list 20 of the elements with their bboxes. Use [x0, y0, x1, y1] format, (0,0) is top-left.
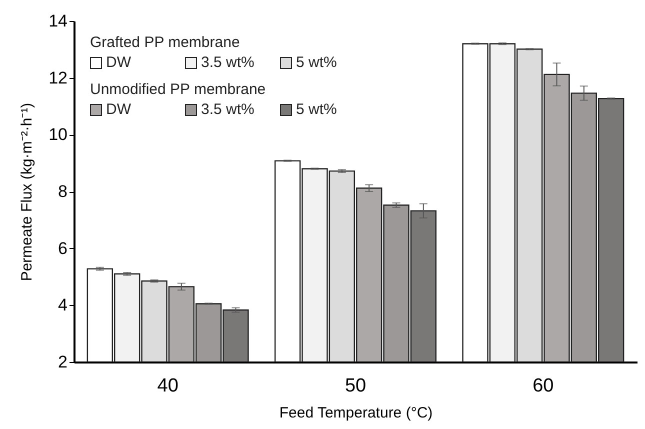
- y-tick-label: 14: [48, 12, 68, 30]
- y-tick-label: 8: [58, 182, 68, 201]
- y-tick-label: 2: [58, 352, 68, 372]
- legend-label: 3.5 wt%: [201, 54, 254, 71]
- y-tick-label: 4: [58, 296, 68, 315]
- legend-label: 5 wt%: [296, 101, 337, 118]
- x-tick-label: 50: [344, 376, 366, 396]
- annotation: Unmodified PP membrane: [90, 81, 267, 98]
- y-tick-label: 12: [48, 68, 68, 88]
- x-tick-label: 40: [157, 376, 178, 396]
- y-tick-label: 10: [48, 125, 68, 144]
- legend-label: 3.5 wt%: [201, 101, 254, 118]
- legend-label: DW: [106, 101, 131, 118]
- legend-label: DW: [106, 54, 131, 71]
- x-axis-title: Feed Temperature (°C): [279, 404, 433, 422]
- y-tick-label: 6: [58, 238, 68, 258]
- legend-label: 5 wt%: [296, 54, 337, 71]
- y-axis-title: Permeate Flux (kg·m⁻²·h⁻¹): [18, 102, 36, 282]
- annotation: Grafted PP membrane: [90, 34, 241, 51]
- x-tick-label: 60: [532, 376, 554, 396]
